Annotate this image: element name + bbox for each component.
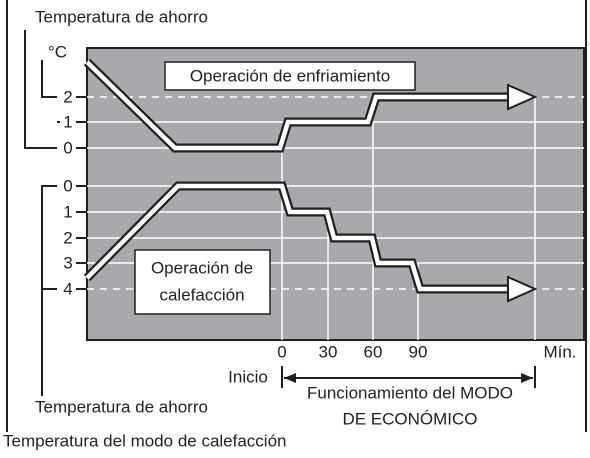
cooling-box [164,61,416,91]
span-label: Funcionamiento del MODO [307,383,513,402]
frame-lines [6,0,587,432]
heating-curve [83,181,538,303]
unit: °C [48,42,67,61]
heating-mode-label: Temperatura del modo de calefacción [3,431,287,450]
tick: 4 [63,279,72,298]
heating-box [134,249,271,315]
time-tick: 60 [364,342,383,361]
time-tick: 0 [277,342,286,361]
top-label: Temperatura de ahorro [35,7,208,26]
span-arrow [281,366,536,388]
tick: 2 [63,228,72,247]
time-start: Inicio [228,367,268,386]
cooling-title: Operación de enfriamiento [190,66,390,85]
heating-title: Operación de [151,258,253,277]
cooling-curve [83,58,538,153]
time-tick: 30 [319,342,338,361]
time-tick: 90 [409,342,428,361]
time-end: Mín. [543,342,576,361]
tick: 2 [63,87,72,106]
tick: 1 [63,112,72,131]
tick: 0 [63,176,72,195]
tick: 3 [63,253,72,272]
tick: 0 [63,138,72,157]
span-label: DE ECONÓMICO [342,409,477,428]
tick: 1 [63,202,72,221]
heating-title: calefacción [159,285,244,304]
savings-label: Temperatura de ahorro [35,397,208,416]
